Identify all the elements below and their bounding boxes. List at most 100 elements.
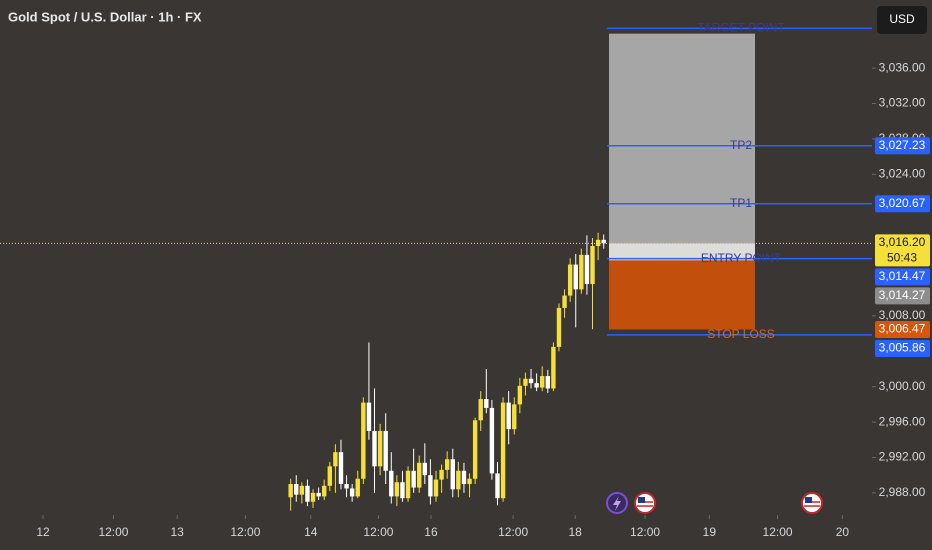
position-zones bbox=[609, 33, 755, 330]
candle-body bbox=[579, 254, 584, 290]
price-tag-label: 3,020.67 bbox=[879, 196, 926, 210]
x-tick-label: 12:00 bbox=[630, 525, 660, 539]
x-tick-label: 12:00 bbox=[98, 525, 128, 539]
candle-body bbox=[299, 485, 305, 495]
price-tag bbox=[875, 137, 930, 155]
candle-body bbox=[489, 407, 495, 474]
candle-body bbox=[450, 459, 455, 490]
candle-body bbox=[545, 376, 550, 389]
price-tag bbox=[875, 287, 930, 305]
price-tag-label: 3,027.23 bbox=[879, 138, 926, 152]
candle-body bbox=[417, 462, 422, 488]
candle-body bbox=[316, 492, 321, 497]
candle-body bbox=[327, 466, 332, 486]
candle-body bbox=[467, 478, 472, 485]
candle-body bbox=[523, 378, 528, 386]
candle-body bbox=[478, 399, 483, 421]
currency[interactable]: USD bbox=[889, 12, 915, 26]
price-tag-label: 3,005.86 bbox=[879, 341, 926, 355]
candle-body bbox=[428, 475, 433, 497]
candle-body bbox=[294, 484, 299, 495]
zone bbox=[609, 33, 755, 244]
candle-body bbox=[584, 254, 590, 285]
candle-body bbox=[422, 462, 428, 476]
candle-body bbox=[400, 482, 405, 499]
candle-body bbox=[433, 479, 439, 497]
y-tick-label: 2,988.00 bbox=[879, 485, 926, 499]
candle-body bbox=[461, 470, 467, 485]
candle-body bbox=[540, 376, 545, 388]
price-tag bbox=[875, 195, 930, 213]
zone bbox=[609, 243, 755, 261]
candle-body bbox=[601, 239, 606, 244]
plot: TARGET POINT TP2 TP1 ENTRY POINT STOP LOSS bbox=[0, 20, 872, 511]
level-label: TP1 bbox=[730, 196, 752, 210]
zone bbox=[609, 260, 755, 330]
candle-body bbox=[361, 402, 366, 479]
flag bbox=[638, 497, 645, 503]
candle-body bbox=[517, 385, 523, 405]
flag bbox=[805, 497, 812, 503]
candle-body bbox=[394, 482, 400, 497]
candle-body bbox=[551, 346, 556, 389]
x-tick-label: 12:00 bbox=[763, 525, 793, 539]
lightning bbox=[613, 496, 621, 511]
candle-body bbox=[349, 488, 355, 497]
candle-body bbox=[562, 295, 567, 308]
x-tick-label: 18 bbox=[569, 525, 583, 539]
level-label: TARGET POINT bbox=[697, 20, 785, 34]
candle-body bbox=[405, 470, 411, 499]
candle-body bbox=[333, 452, 338, 467]
x-tick-label: 19 bbox=[703, 525, 717, 539]
candle-body bbox=[377, 430, 383, 467]
candle-body bbox=[338, 452, 344, 485]
candle-body bbox=[322, 485, 327, 497]
x-tick-label: 16 bbox=[424, 525, 438, 539]
y-tick-label: 3,036.00 bbox=[879, 60, 926, 74]
price-tag-label: 3,014.27 bbox=[879, 288, 926, 302]
candle-body bbox=[439, 469, 444, 480]
y-tick-label: 2,992.00 bbox=[879, 450, 926, 464]
candle-body bbox=[590, 245, 595, 285]
candle-body bbox=[506, 402, 511, 430]
candle-body bbox=[444, 459, 450, 470]
candle-body bbox=[495, 473, 500, 499]
y-tick-label: 3,024.00 bbox=[879, 166, 926, 180]
candle-body bbox=[310, 492, 316, 502]
level-label: TP2 bbox=[730, 138, 752, 152]
candle-body bbox=[567, 264, 573, 296]
price-tag-label: 3,006.47 bbox=[879, 322, 926, 336]
price-tag-label: 3,014.47 bbox=[879, 269, 926, 283]
candle-body bbox=[500, 402, 506, 499]
x-tick-label: 12:00 bbox=[230, 525, 260, 539]
currency-box[interactable] bbox=[877, 6, 927, 34]
candle-body bbox=[344, 484, 349, 489]
x-tick-label: 20 bbox=[836, 525, 850, 539]
candle-body bbox=[528, 378, 534, 384]
chart-title: Gold Spot / U.S. Dollar · 1h · FX bbox=[8, 9, 202, 24]
price-tag bbox=[875, 339, 930, 357]
level-label: STOP LOSS bbox=[707, 327, 775, 341]
price-tag bbox=[875, 234, 930, 267]
candle-body bbox=[573, 264, 578, 290]
candle-body bbox=[534, 383, 539, 388]
candle-body bbox=[484, 399, 489, 408]
candle-body bbox=[512, 404, 517, 430]
y-tick-label: 3,032.00 bbox=[879, 96, 926, 110]
price-tag bbox=[875, 320, 930, 338]
candle-body bbox=[456, 470, 461, 490]
x-tick-label: 12 bbox=[36, 525, 50, 539]
countdown: 50:43 bbox=[887, 251, 917, 265]
x-tick-label: 13 bbox=[171, 525, 185, 539]
x-tick-label: 12:00 bbox=[498, 525, 528, 539]
y-tick-label: 3,008.00 bbox=[879, 308, 926, 322]
candle-body bbox=[383, 430, 388, 471]
x-tick-label: 12:00 bbox=[363, 525, 393, 539]
y-tick-label: 3,000.00 bbox=[879, 379, 926, 393]
candle-body bbox=[372, 430, 377, 467]
candle-body bbox=[305, 485, 310, 502]
x-tick-label: 14 bbox=[304, 525, 318, 539]
price-tag bbox=[875, 268, 930, 286]
